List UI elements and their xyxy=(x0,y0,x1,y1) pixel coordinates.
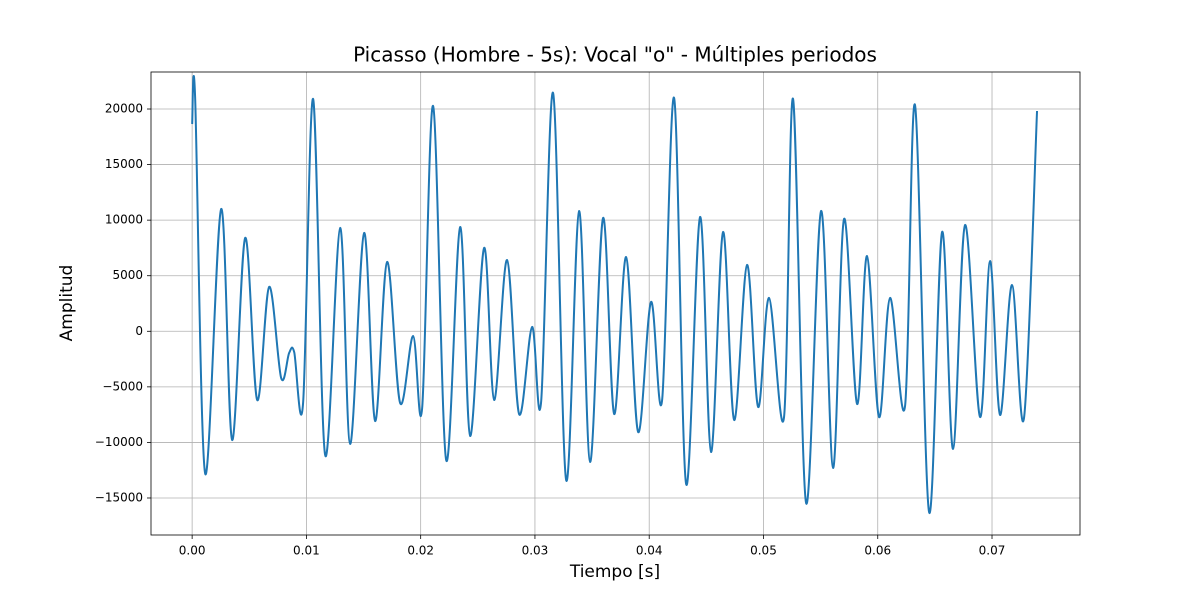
plot-frame xyxy=(150,71,1081,536)
chart-title: Picasso (Hombre - 5s): Vocal "o" - Múlti… xyxy=(353,43,877,67)
x-tick-label: 0.00 xyxy=(179,544,206,558)
y-tick-label: 0 xyxy=(135,324,143,338)
x-tick-label: 0.06 xyxy=(864,544,891,558)
x-tick-label: 0.05 xyxy=(750,544,777,558)
x-tick-label: 0.07 xyxy=(979,544,1006,558)
y-tick-label: 20000 xyxy=(105,102,143,116)
signal-line xyxy=(191,75,1039,514)
x-tick-label: 0.01 xyxy=(293,544,320,558)
x-tick-label: 0.03 xyxy=(522,544,549,558)
y-axis-label: Amplitud xyxy=(57,265,77,342)
y-tick-label: −5000 xyxy=(102,379,143,393)
y-tick-label: 5000 xyxy=(112,268,143,282)
y-tick-label: 10000 xyxy=(105,213,143,227)
y-tick-label: −10000 xyxy=(95,435,143,449)
x-tick-label: 0.02 xyxy=(407,544,434,558)
x-axis-label: Tiempo [s] xyxy=(569,562,660,582)
x-tick-label: 0.04 xyxy=(636,544,663,558)
y-tick-label: −15000 xyxy=(95,490,143,504)
y-tick-label: 15000 xyxy=(105,157,143,171)
